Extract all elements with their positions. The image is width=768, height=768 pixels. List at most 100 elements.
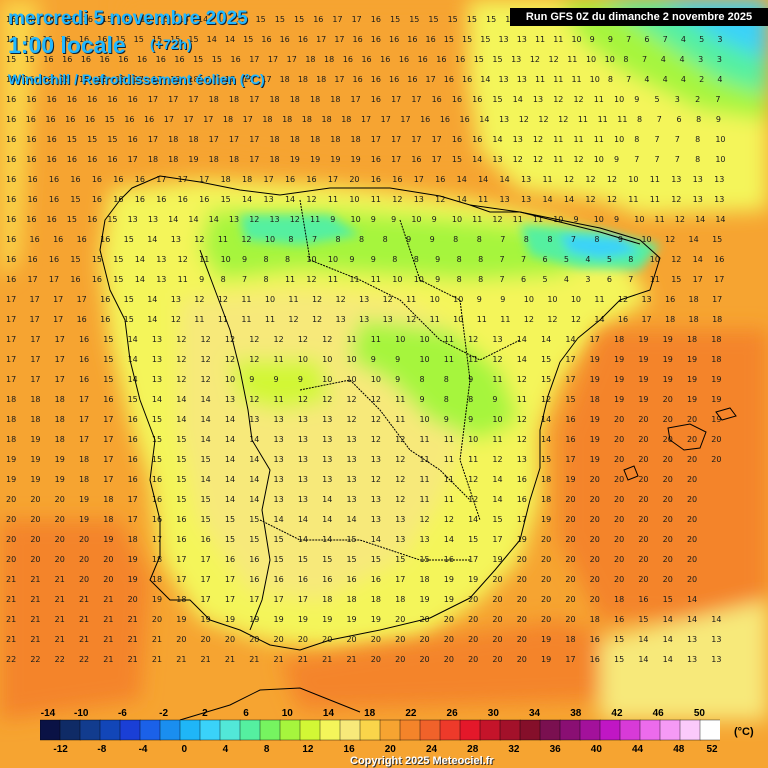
grid-value: 14 [564,195,574,204]
grid-value: 15 [201,455,211,464]
grid-value: 12 [533,155,543,164]
grid-value: 7 [242,275,247,284]
grid-value: 16 [440,115,450,124]
grid-value: 17 [79,435,89,444]
grid-value: 20 [565,515,575,524]
scale-tick-label: 36 [550,744,562,755]
grid-value: 17 [201,595,211,604]
grid-value: 20 [395,655,405,664]
grid-value: 12 [225,355,235,364]
grid-value: 16 [353,75,363,84]
grid-value: 14 [715,215,725,224]
portugal-border [199,249,271,631]
grid-value: 20 [614,455,624,464]
grid-value: 7 [675,155,680,164]
grid-value: 12 [547,315,557,324]
grid-value: 20 [565,575,575,584]
grid-value: 18 [711,355,721,364]
grid-value: 12 [241,235,251,244]
grid-value: 17 [6,375,16,384]
grid-value: 16 [389,35,399,44]
grid-value: 20 [590,595,600,604]
grid-value: 18 [565,635,575,644]
grid-value: 9 [477,295,482,304]
grid-value: 4 [681,75,686,84]
grid-value: 16 [313,15,323,24]
grid-value: 20 [517,635,527,644]
grid-value: 15 [371,555,381,564]
grid-value: 14 [663,655,673,664]
grid-value: 10 [430,295,440,304]
grid-value: 21 [55,615,65,624]
grid-value: 11 [594,295,604,304]
grid-value: 15 [70,195,80,204]
grid-value: 14 [663,615,673,624]
grid-value: 18 [262,115,272,124]
grid-value: 14 [249,495,259,504]
grid-value: 20 [565,535,575,544]
grid-value: 15 [294,15,304,24]
grid-value: 16 [144,115,154,124]
menorca-island [715,407,737,421]
grid-value: 18 [590,395,600,404]
scale-cell [679,719,701,741]
grid-value: 15 [448,15,458,24]
grid-value: 16 [261,35,271,44]
grid-value: 13 [714,195,724,204]
grid-value: 20 [492,595,502,604]
grid-value: 18 [229,155,239,164]
grid-value: 10 [614,135,624,144]
grid-value: 11 [553,75,563,84]
grid-value: 18 [310,95,320,104]
grid-value: 12 [492,455,502,464]
grid-value: 16 [6,115,16,124]
grid-value: 12 [392,195,402,204]
grid-value: 20 [6,495,16,504]
color-scale-legend: -14 -10 -6 -2 2 6 10 14 18 22 26 30 34 38 42 46 50 -12 -8… [40,708,720,755]
grid-value: 4 [644,75,649,84]
grid-value: 13 [395,535,405,544]
grid-value: 19 [711,375,721,384]
grid-value: 14 [517,335,527,344]
grid-value: 12 [176,335,186,344]
grid-value: 9 [371,355,376,364]
grid-value: 12 [201,375,211,384]
grid-value: 17 [53,315,63,324]
grid-value: 16 [61,35,71,44]
grid-value: 21 [298,655,308,664]
grid-value: 17 [103,475,113,484]
grid-value: 21 [249,655,259,664]
scale-tick-label: 16 [344,744,356,755]
grid-value: 12 [298,335,308,344]
grid-value: 11 [328,195,338,204]
grid-value: 17 [148,95,158,104]
grid-value: 17 [492,535,502,544]
grid-value: 19 [711,415,721,424]
grid-value: 20 [349,175,359,184]
grid-value: 20 [492,575,502,584]
region-border-2 [299,379,471,501]
grid-value: 15 [103,355,113,364]
grid-value: 12 [395,495,405,504]
grid-value: 11 [444,495,454,504]
scale-tick-label: 46 [653,708,665,719]
grid-value: 13 [693,175,703,184]
grid-value: 17 [243,115,253,124]
grid-value: 20 [687,435,697,444]
grid-value: 16 [614,615,624,624]
grid-value: 18 [687,335,697,344]
grid-value: 18 [305,55,315,64]
grid-value: 14 [201,435,211,444]
grid-value: 11 [650,275,660,284]
grid-value: 17 [103,455,113,464]
grid-value: 13 [298,435,308,444]
grid-value: 12 [335,295,345,304]
grid-value: 8 [628,255,633,264]
grid-value: 12 [312,315,322,324]
grid-value: 11 [650,175,660,184]
grid-value: 16 [79,375,89,384]
grid-value: 17 [565,655,575,664]
grid-value: 8 [419,375,424,384]
grid-value: 12 [538,115,548,124]
scale-cell [259,719,281,741]
